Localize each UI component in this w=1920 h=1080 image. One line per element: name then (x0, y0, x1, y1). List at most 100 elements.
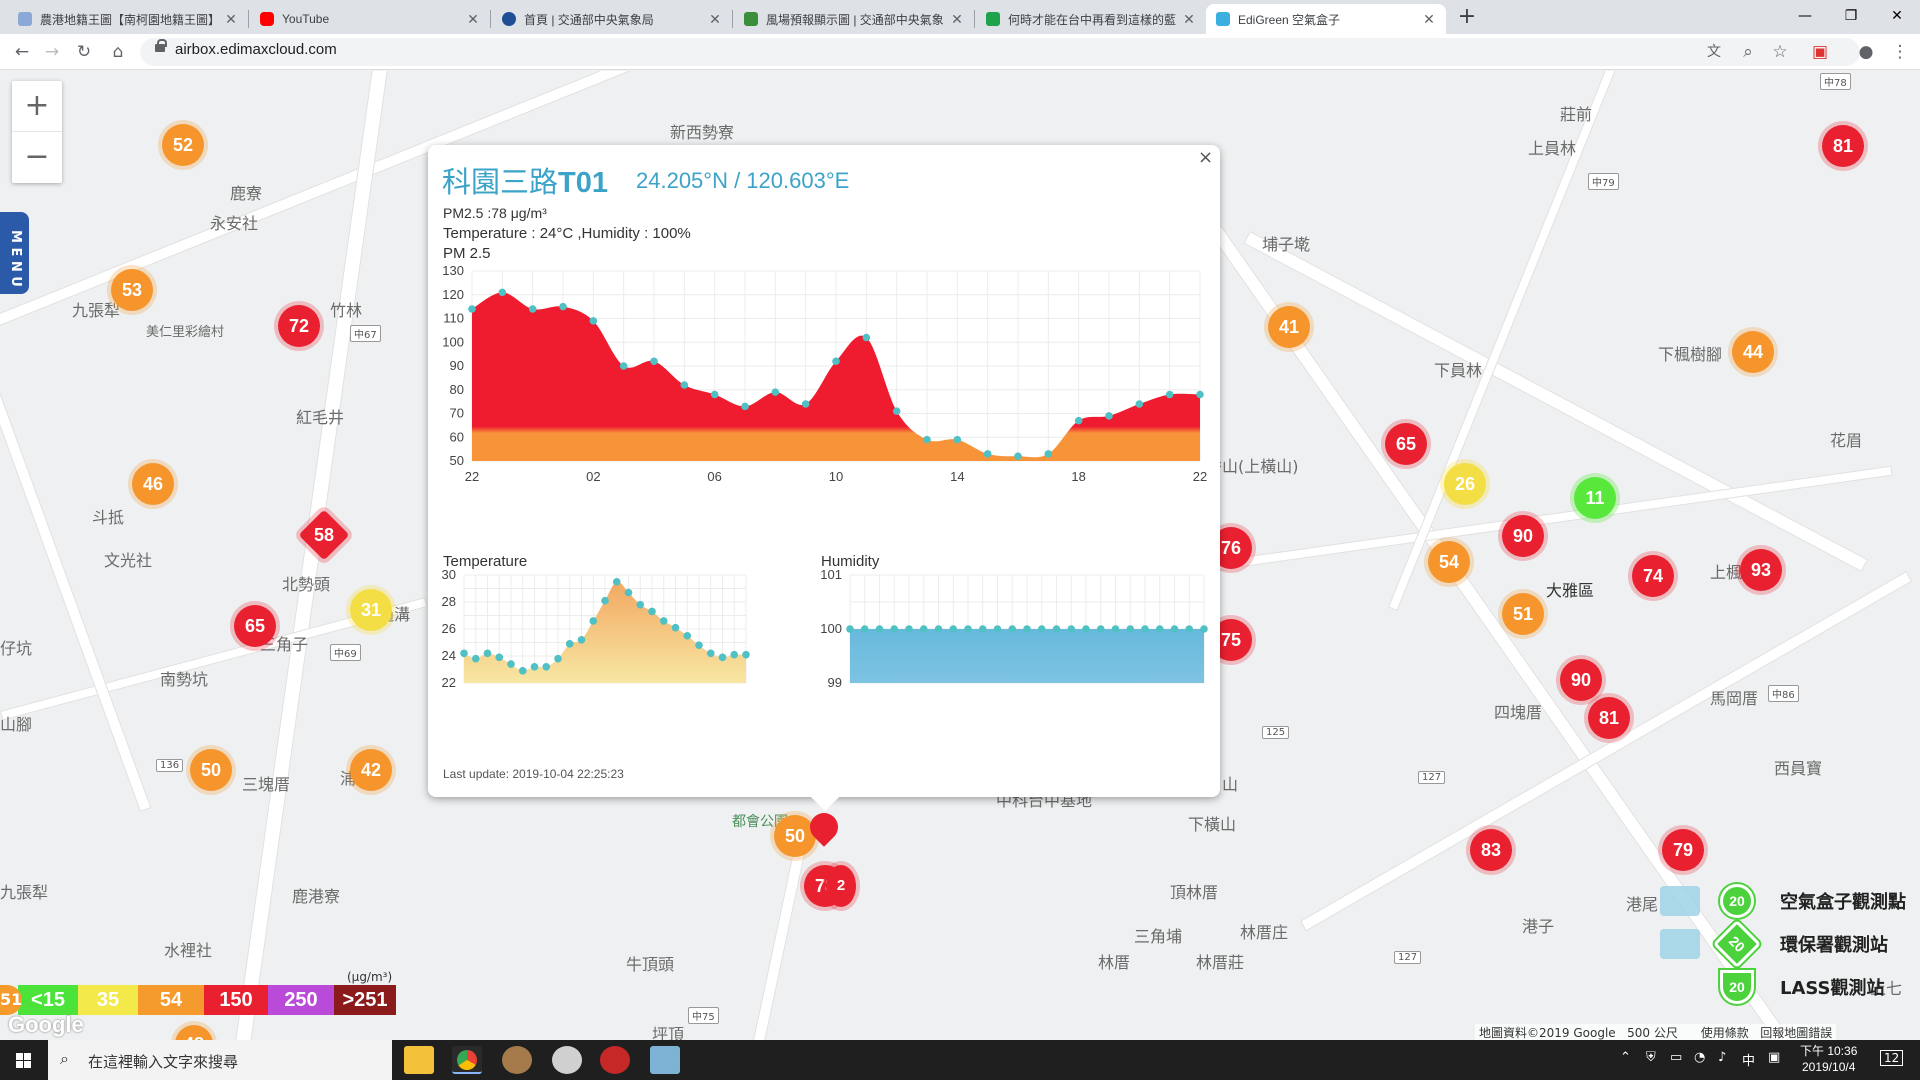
airbox-marker[interactable]: 54 (1428, 541, 1470, 583)
edigreen-icon (1216, 12, 1230, 26)
app-icon[interactable] (600, 1046, 630, 1074)
y-tick-label: 100 (820, 621, 842, 636)
airbox-marker[interactable]: 2 (826, 865, 856, 907)
data-point (589, 617, 598, 625)
translate-icon[interactable]: 文 (1707, 44, 1721, 60)
menu-dots-icon[interactable]: ⋮ (1891, 42, 1909, 62)
extension-icon[interactable]: ▣ (1811, 42, 1829, 62)
map-label: 九張犁 (72, 301, 121, 320)
restore-button[interactable]: ❐ (1844, 8, 1858, 24)
tab-5[interactable]: EdiGreen 空氣盒子 ✕ (1206, 4, 1446, 34)
airbox-marker[interactable]: 26 (1444, 463, 1486, 505)
airbox-marker[interactable]: 79 (1662, 829, 1704, 871)
x-tick-label: 22 (1193, 469, 1207, 484)
back-icon[interactable]: ← (14, 42, 30, 62)
forward-icon[interactable]: → (44, 42, 60, 62)
data-point (671, 623, 680, 632)
close-tab-icon[interactable]: ✕ (709, 10, 721, 27)
menu-tab-button[interactable]: M E N U (0, 212, 29, 294)
data-point (1105, 412, 1113, 420)
zoom-out-button[interactable]: − (24, 139, 50, 174)
network-icon[interactable]: ◔ (1694, 1050, 1706, 1065)
airbox-marker[interactable]: 81 (1588, 697, 1630, 739)
airbox-marker[interactable]: 65 (1385, 423, 1427, 465)
tab-1[interactable]: YouTube ✕ (250, 4, 490, 34)
notification-button[interactable]: 12 (1880, 1050, 1904, 1066)
airbox-marker[interactable]: 50 (190, 749, 232, 791)
home-icon[interactable]: ⌂ (112, 42, 124, 62)
close-tab-icon[interactable]: ✕ (1183, 10, 1195, 27)
ime-indicator[interactable]: 中 (1742, 1054, 1756, 1069)
airbox-marker[interactable]: 11 (1574, 477, 1616, 519)
tab-0[interactable]: 農港地籍王圖【南柯園地籍王圖】 ✕ (8, 4, 248, 34)
airbox-marker[interactable]: 90 (1502, 515, 1544, 557)
taskbar-clock[interactable]: 下午 10:36 2019/10/4 (1800, 1043, 1857, 1075)
security-icon[interactable]: ⛨ (1646, 1050, 1656, 1065)
minimize-button[interactable]: — (1798, 8, 1812, 24)
airbox-marker[interactable]: 53 (111, 269, 153, 311)
airbox-marker[interactable]: 72 (278, 305, 320, 347)
airbox-marker[interactable]: 51 (1502, 593, 1544, 635)
y-tick-label: 101 (820, 570, 842, 582)
chevron-up-icon[interactable]: ⌃ (1620, 1050, 1631, 1065)
airbox-marker[interactable]: 46 (132, 463, 174, 505)
airbox-marker[interactable]: 44 (1732, 331, 1774, 373)
airbox-marker[interactable]: 74 (1632, 555, 1674, 597)
app-icon[interactable] (552, 1046, 582, 1074)
map-label: 埔子墘 (1262, 235, 1311, 254)
tab-4[interactable]: 何時才能在台中再看到這樣的藍 ✕ (976, 4, 1206, 34)
airbox-marker[interactable]: 90 (1560, 659, 1602, 701)
airbox-marker[interactable]: 93 (1740, 549, 1782, 591)
airbox-marker[interactable]: 65 (234, 605, 276, 647)
file-explorer-icon[interactable] (404, 1046, 434, 1074)
airbox-marker[interactable]: 50 (774, 815, 816, 857)
airbox-marker[interactable]: 31 (350, 589, 392, 631)
profile-icon[interactable]: ● (1858, 42, 1874, 62)
airbox-marker[interactable]: 83 (1470, 829, 1512, 871)
data-point (695, 641, 703, 649)
volume-icon[interactable]: ♪ (1718, 1050, 1727, 1065)
bookmark-star-icon[interactable]: ☆ (1772, 42, 1788, 62)
map-label: 林厝 (1098, 953, 1131, 972)
browser-toolbar: ← → ↻ ⌂ airbox.edimaxcloud.com 文 ⌕ ☆ ▣ ●… (0, 34, 1920, 70)
start-button[interactable] (0, 1040, 48, 1080)
data-point (1185, 625, 1194, 633)
tab-title: 風場預報顯示圖 | 交通部中央氣象 (766, 12, 944, 27)
chrome-icon[interactable] (452, 1046, 482, 1074)
tab-3[interactable]: 風場預報顯示圖 | 交通部中央氣象 ✕ (734, 4, 974, 34)
zoom-in-button[interactable]: + (12, 81, 62, 132)
terms-link[interactable]: 使用條款 (1700, 1026, 1749, 1040)
app-icon[interactable] (650, 1046, 680, 1074)
data-point (1196, 390, 1204, 399)
address-bar[interactable] (140, 38, 1860, 66)
data-point (468, 305, 476, 313)
taskbar-search[interactable]: ⌕ 在這裡輸入文字來搜尋 (48, 1040, 392, 1080)
tab-title: YouTube (282, 12, 330, 26)
reload-icon[interactable]: ↻ (76, 42, 92, 62)
new-tab-button[interactable]: + (1457, 4, 1477, 29)
tab-2[interactable]: 首頁 | 交通部中央氣象局 ✕ (492, 4, 732, 34)
app-icon[interactable] (502, 1046, 532, 1074)
airbox-marker[interactable]: 48 (175, 1025, 213, 1040)
close-popup-button[interactable]: × (1198, 147, 1214, 168)
close-window-button[interactable]: ✕ (1891, 8, 1903, 24)
scale-unit: (μg/m³) (347, 970, 393, 984)
y-tick-label: 60 (450, 429, 464, 444)
close-tab-icon[interactable]: ✕ (951, 10, 963, 27)
close-tab-icon[interactable]: ✕ (467, 10, 479, 27)
map-label: 林厝莊 (1196, 953, 1245, 972)
close-tab-icon[interactable]: ✕ (1423, 10, 1435, 27)
epa-station-marker[interactable]: 58 (298, 509, 350, 561)
keyboard-icon[interactable]: ▣ (1768, 1050, 1781, 1065)
report-error-link[interactable]: 回報地圖錯誤 (1760, 1026, 1833, 1040)
airbox-marker[interactable]: 52 (162, 124, 204, 166)
airbox-marker[interactable]: 41 (1268, 306, 1310, 348)
battery-icon[interactable]: ▭ (1670, 1050, 1683, 1065)
airbox-marker[interactable]: 81 (1822, 125, 1864, 167)
zoom-icon[interactable]: ⌕ (1743, 42, 1753, 62)
data-point (471, 654, 480, 663)
close-tab-icon[interactable]: ✕ (225, 10, 237, 27)
url-text[interactable]: airbox.edimaxcloud.com (175, 41, 337, 58)
scale-partial-value: 51 (0, 985, 22, 1015)
airbox-marker[interactable]: 42 (350, 749, 392, 791)
